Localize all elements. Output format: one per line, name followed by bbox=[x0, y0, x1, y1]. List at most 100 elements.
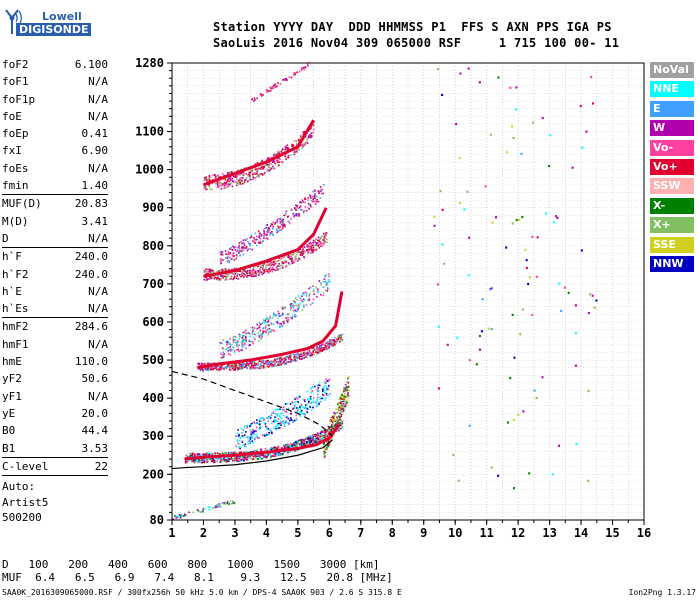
echo-point bbox=[261, 263, 264, 266]
echo-point bbox=[270, 87, 273, 90]
echo-point bbox=[219, 269, 222, 271]
echo-point bbox=[228, 171, 231, 174]
echo-point bbox=[267, 227, 270, 229]
echo-point bbox=[220, 365, 223, 367]
echo-point bbox=[239, 365, 242, 368]
echo-point bbox=[245, 247, 247, 250]
param-row: yF1 N/A bbox=[2, 388, 108, 405]
echo-point bbox=[279, 220, 282, 223]
echo-point bbox=[238, 362, 240, 365]
echo-point bbox=[275, 361, 278, 363]
echo-point bbox=[239, 363, 241, 366]
echo-point bbox=[273, 155, 275, 158]
echo-point bbox=[252, 175, 255, 178]
echo-point bbox=[222, 351, 225, 354]
echo-point bbox=[227, 451, 230, 454]
echo-point bbox=[320, 434, 322, 437]
echo-point bbox=[223, 354, 226, 356]
echo-point bbox=[307, 64, 309, 67]
echo-point bbox=[263, 232, 265, 235]
echo-point bbox=[252, 178, 254, 181]
echo-point bbox=[224, 273, 227, 275]
echo-point bbox=[248, 171, 251, 174]
param-label: M(D) bbox=[2, 214, 29, 228]
echo-point bbox=[323, 234, 326, 237]
echo-point bbox=[216, 506, 219, 508]
echo-point bbox=[230, 272, 233, 274]
echo-point bbox=[289, 450, 292, 453]
echo-point bbox=[339, 427, 342, 430]
noise-point bbox=[515, 86, 518, 89]
echo-point bbox=[325, 389, 327, 392]
echo-point bbox=[270, 156, 273, 159]
echo-point bbox=[216, 460, 218, 463]
echo-point bbox=[317, 350, 319, 352]
echo-point bbox=[290, 305, 292, 308]
echo-point bbox=[314, 249, 317, 251]
echo-point bbox=[323, 394, 325, 397]
echo-point bbox=[240, 168, 242, 171]
echo-point bbox=[320, 284, 323, 286]
echo-point bbox=[269, 270, 271, 272]
echo-point bbox=[261, 334, 264, 337]
echo-point bbox=[278, 152, 280, 155]
echo-point bbox=[304, 351, 306, 354]
echo-point bbox=[313, 441, 315, 443]
echo-point bbox=[248, 333, 251, 335]
echo-point bbox=[311, 200, 314, 203]
echo-point bbox=[261, 420, 263, 422]
echo-point bbox=[307, 251, 310, 253]
param-value: 240.0 bbox=[74, 250, 108, 264]
param-label: foEs bbox=[2, 161, 29, 175]
echo-point bbox=[243, 344, 246, 346]
echo-point bbox=[280, 150, 283, 153]
noise-point bbox=[531, 235, 534, 238]
echo-point bbox=[321, 435, 324, 437]
echo-point bbox=[265, 268, 267, 271]
echo-point bbox=[257, 265, 259, 268]
echo-point bbox=[245, 172, 248, 175]
echo-point bbox=[315, 248, 318, 251]
echo-point bbox=[275, 451, 278, 454]
echo-point bbox=[266, 269, 269, 271]
echo-point bbox=[280, 362, 282, 364]
echo-point bbox=[310, 439, 313, 442]
echo-point bbox=[290, 304, 292, 306]
echo-point bbox=[296, 310, 298, 312]
echo-point bbox=[290, 209, 293, 211]
y-tick-label: 500 bbox=[142, 353, 164, 367]
echo-point bbox=[241, 440, 244, 443]
echo-point bbox=[236, 249, 239, 252]
echo-point bbox=[289, 443, 292, 445]
noise-point bbox=[575, 442, 578, 446]
echo-point bbox=[267, 331, 270, 334]
echo-point bbox=[264, 360, 267, 362]
echo-point bbox=[218, 277, 221, 280]
echo-point bbox=[179, 517, 182, 519]
echo-point bbox=[320, 346, 323, 349]
echo-point bbox=[272, 165, 274, 168]
echo-point bbox=[322, 239, 324, 241]
echo-point bbox=[224, 184, 227, 186]
echo-point bbox=[327, 385, 330, 387]
echo-point bbox=[302, 298, 305, 301]
echo-point bbox=[281, 161, 284, 163]
echo-point bbox=[220, 352, 222, 355]
noise-point bbox=[436, 283, 439, 286]
panel-divider bbox=[2, 247, 108, 249]
echo-point bbox=[192, 460, 195, 463]
echo-point bbox=[220, 356, 222, 359]
echo-point bbox=[238, 173, 240, 176]
echo-point bbox=[227, 460, 230, 462]
echo-point bbox=[273, 167, 275, 170]
echo-point bbox=[198, 461, 200, 463]
echo-point bbox=[267, 428, 270, 430]
echo-point bbox=[267, 333, 269, 336]
echo-point bbox=[267, 261, 269, 264]
echo-point bbox=[270, 264, 272, 267]
echo-point bbox=[236, 267, 238, 270]
echo-point bbox=[326, 238, 328, 241]
echo-point bbox=[268, 164, 270, 166]
echo-point bbox=[298, 139, 301, 141]
echo-point bbox=[259, 366, 261, 368]
